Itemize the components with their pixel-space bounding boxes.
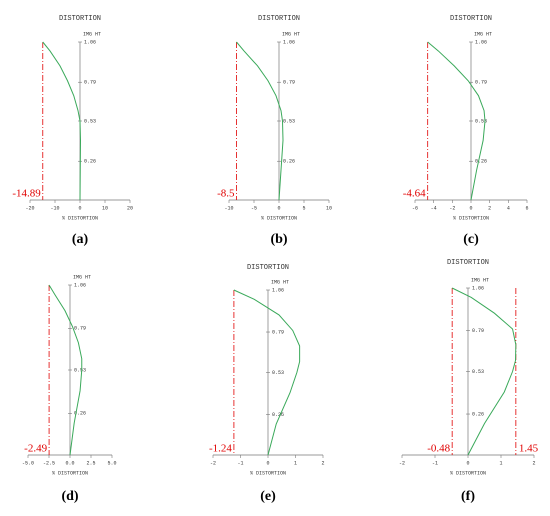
marker-label: -1.24 — [209, 443, 232, 455]
y-tick-label: 0.26 — [283, 159, 295, 165]
y-tick-label: 0.26 — [272, 412, 284, 418]
x-tick-label: 0 — [266, 460, 269, 466]
x-tick-label: 0 — [469, 205, 472, 211]
y-axis-label: IMG HT — [271, 279, 289, 285]
y-tick-label: 1.06 — [272, 287, 284, 293]
y-tick-label: 1.06 — [472, 285, 484, 291]
marker-label: -14.89 — [12, 188, 41, 200]
x-tick-label: 6 — [525, 205, 528, 211]
distortion-curve — [48, 284, 83, 456]
distortion-curve — [233, 289, 301, 456]
x-tick-label: 10 — [102, 205, 108, 211]
y-tick-label: 0.53 — [472, 369, 484, 375]
x-axis-label: % DISTORTION — [52, 470, 88, 476]
x-tick-label: -10 — [224, 205, 233, 211]
x-tick-label: -1 — [432, 460, 438, 466]
y-axis-label: IMG HT — [474, 31, 492, 37]
x-tick-label: -5 — [251, 205, 257, 211]
x-tick-label: 2.5 — [86, 460, 95, 466]
x-tick-label: -6 — [412, 205, 418, 211]
x-tick-label: -20 — [25, 205, 34, 211]
y-tick-label: 0.53 — [475, 118, 487, 124]
y-tick-label: 0.53 — [84, 118, 96, 124]
x-tick-label: 0.0 — [65, 460, 74, 466]
y-tick-label: 1.06 — [84, 39, 96, 45]
y-tick-label: 0.79 — [272, 329, 284, 335]
y-tick-label: 1.06 — [74, 282, 86, 288]
x-tick-label: -10 — [50, 205, 59, 211]
x-tick-label: 2 — [488, 205, 491, 211]
chart-title: DISTORTION — [258, 15, 300, 23]
x-tick-label: 1 — [294, 460, 297, 466]
x-tick-label: -2.5 — [43, 460, 55, 466]
x-axis-label: % DISTORTION — [450, 470, 486, 476]
x-tick-label: 0 — [277, 205, 280, 211]
y-tick-label: 0.79 — [283, 80, 295, 86]
marker-label: -8.5 — [217, 188, 235, 200]
y-tick-label: 0.26 — [84, 159, 96, 165]
y-tick-label: 0.53 — [74, 367, 86, 373]
chart-title: DISTORTION — [59, 15, 101, 23]
marker-label: -2.49 — [24, 443, 47, 455]
y-tick-label: 0.26 — [472, 411, 484, 417]
y-tick-label: 0.79 — [475, 80, 487, 86]
chart-title: DISTORTION — [247, 264, 289, 272]
y-tick-label: 1.06 — [283, 39, 295, 45]
x-tick-label: 20 — [127, 205, 133, 211]
panel-label: (f) — [461, 489, 475, 504]
y-tick-label: 0.26 — [74, 411, 86, 417]
x-axis-label: % DISTORTION — [261, 215, 297, 221]
y-axis-label: IMG HT — [471, 277, 489, 283]
panel-label: (a) — [72, 232, 89, 247]
x-tick-label: 0 — [78, 205, 81, 211]
distortion-curve — [451, 287, 517, 456]
distortion-curve — [236, 41, 284, 201]
chart-title: DISTORTION — [450, 15, 492, 23]
marker-label: -4.64 — [403, 188, 426, 200]
x-tick-label: -2 — [210, 460, 216, 466]
x-tick-label: 2 — [532, 460, 535, 466]
y-tick-label: 0.26 — [475, 159, 487, 165]
panel-label: (d) — [61, 489, 78, 504]
y-tick-label: 1.06 — [475, 39, 487, 45]
x-tick-label: 5.0 — [107, 460, 116, 466]
x-tick-label: 5 — [302, 205, 305, 211]
marker-label: -0.48 — [427, 443, 450, 455]
x-tick-label: -4 — [431, 205, 437, 211]
x-axis-label: % DISTORTION — [453, 215, 489, 221]
x-axis-label: % DISTORTION — [62, 215, 98, 221]
y-tick-label: 0.79 — [472, 328, 484, 334]
x-tick-label: -5.0 — [22, 460, 34, 466]
x-tick-label: 1 — [499, 460, 502, 466]
x-tick-label: -2 — [449, 205, 455, 211]
y-tick-label: 0.79 — [84, 80, 96, 86]
chart-title: DISTORTION — [447, 259, 489, 267]
x-tick-label: 0 — [466, 460, 469, 466]
x-tick-label: -2 — [399, 460, 405, 466]
y-tick-label: 0.53 — [283, 118, 295, 124]
x-tick-label: 4 — [507, 205, 510, 211]
distortion-curve — [42, 41, 82, 201]
y-tick-label: 0.79 — [74, 326, 86, 332]
distortion-curve — [427, 41, 486, 201]
y-axis-label: IMG HT — [73, 274, 91, 280]
x-tick-label: -1 — [237, 460, 243, 466]
panel-label: (b) — [270, 232, 287, 247]
x-axis-label: % DISTORTION — [250, 470, 286, 476]
y-axis-label: IMG HT — [282, 31, 300, 37]
x-tick-label: 10 — [326, 205, 332, 211]
panel-label: (c) — [463, 232, 479, 247]
marker-label: 1.45 — [519, 443, 539, 455]
y-axis-label: IMG HT — [83, 31, 101, 37]
panel-label: (e) — [260, 489, 276, 504]
x-tick-label: 2 — [321, 460, 324, 466]
y-tick-label: 0.53 — [272, 370, 284, 376]
